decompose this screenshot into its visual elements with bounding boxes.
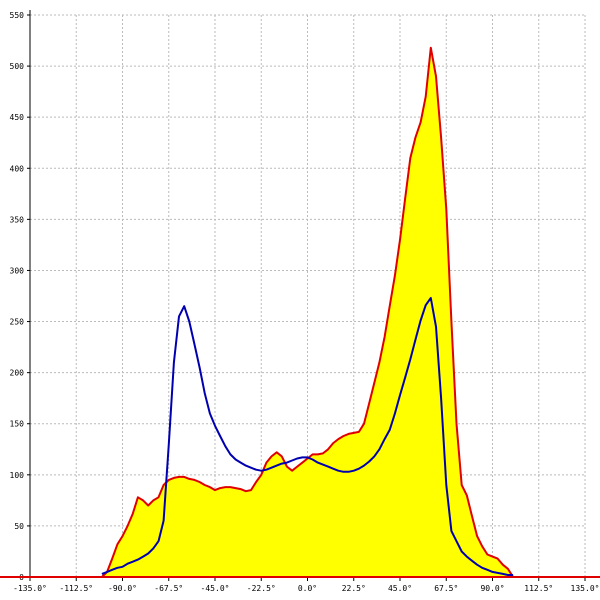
x-tick-label: -67.5° [154, 584, 183, 593]
x-tick-label: 112.5° [524, 584, 553, 593]
y-tick-label: 500 [10, 62, 25, 71]
x-tick-label: 90.0° [480, 584, 504, 593]
x-tick-label: 67.5° [434, 584, 458, 593]
x-tick-label: -90.0° [108, 584, 137, 593]
y-tick-label: 300 [10, 266, 25, 275]
series-line [101, 297, 514, 576]
y-tick-label: 250 [10, 318, 25, 327]
y-tick-label: 200 [10, 369, 25, 378]
y-tick-label: 400 [10, 164, 25, 173]
x-tick-label: 22.5° [342, 584, 366, 593]
y-tick-label: 450 [10, 113, 25, 122]
x-tick-label: -135.0° [13, 584, 47, 593]
x-tick-label: -45.0° [201, 584, 230, 593]
y-tick-label: 50 [14, 522, 24, 531]
area-fill [101, 47, 514, 577]
y-tick-label: 100 [10, 471, 25, 480]
y-tick-label: 150 [10, 420, 25, 429]
x-tick-label: 135.0° [571, 584, 600, 593]
x-tick-label: 45.0° [388, 584, 412, 593]
area-line [101, 46, 514, 578]
x-tick-label: -112.5° [59, 584, 93, 593]
y-tick-label: 550 [10, 11, 25, 20]
x-tick-label: -22.5° [247, 584, 276, 593]
x-tick-label: 0.0° [298, 584, 317, 593]
y-tick-label: 350 [10, 215, 25, 224]
